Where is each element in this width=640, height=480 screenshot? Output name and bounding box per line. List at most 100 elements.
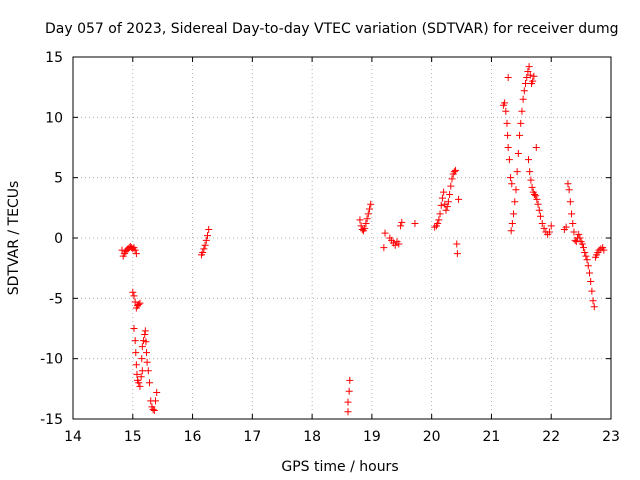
data-point xyxy=(391,241,399,249)
data-point xyxy=(364,210,372,218)
data-point xyxy=(538,220,546,228)
x-tick-label: 17 xyxy=(243,429,261,445)
y-tick-label: 0 xyxy=(54,231,63,247)
data-point xyxy=(519,95,527,103)
data-point xyxy=(199,248,207,256)
data-point xyxy=(444,198,452,206)
data-point xyxy=(130,325,138,332)
tick-labels: 14 15 16 17 18 19 20 21 22 23 -15 -10 -5 0 5 10 15 xyxy=(40,50,620,445)
data-point xyxy=(590,303,598,311)
data-point xyxy=(562,223,570,231)
data-point xyxy=(450,168,458,176)
data-point xyxy=(535,206,543,214)
data-point xyxy=(600,246,608,254)
data-point xyxy=(580,244,588,252)
data-point xyxy=(585,269,593,277)
data-point xyxy=(149,405,157,413)
data-point xyxy=(205,226,213,234)
data-point xyxy=(597,245,605,253)
y-tick-label: 15 xyxy=(45,50,63,66)
data-point xyxy=(204,232,211,240)
x-tick-label: 21 xyxy=(483,429,501,445)
data-point xyxy=(514,150,522,158)
data-point xyxy=(136,382,144,390)
data-point xyxy=(442,206,450,214)
data-point xyxy=(435,216,443,224)
data-point xyxy=(447,182,455,190)
data-point xyxy=(345,387,353,395)
data-point xyxy=(505,156,513,164)
data-point xyxy=(138,343,146,351)
data-point xyxy=(525,63,533,71)
data-point xyxy=(452,166,460,174)
data-point xyxy=(144,367,152,375)
data-point xyxy=(436,210,444,218)
data-point xyxy=(437,201,445,209)
data-point xyxy=(455,195,463,203)
data-point xyxy=(569,220,577,228)
data-point xyxy=(578,240,586,248)
data-point xyxy=(533,195,541,203)
axis-ticks xyxy=(72,56,612,420)
data-point xyxy=(131,246,139,254)
x-tick-label: 16 xyxy=(184,429,202,445)
data-point xyxy=(365,205,373,213)
data-point xyxy=(570,228,578,236)
data-point xyxy=(438,194,446,202)
data-point xyxy=(588,287,596,295)
data-point xyxy=(540,224,548,232)
data-point xyxy=(440,188,448,196)
data-point xyxy=(361,224,369,232)
data-point xyxy=(367,200,375,208)
data-point xyxy=(443,203,451,211)
data-point xyxy=(411,220,419,228)
data-point xyxy=(565,186,573,194)
data-point xyxy=(362,220,370,228)
data-point xyxy=(507,227,515,235)
data-point xyxy=(201,241,209,249)
data-point xyxy=(564,180,572,188)
data-point xyxy=(510,210,518,218)
y-tick-label: -5 xyxy=(49,291,63,307)
data-point xyxy=(518,107,526,115)
data-point xyxy=(143,358,151,366)
data-point xyxy=(151,397,159,405)
data-point xyxy=(153,388,161,396)
data-point xyxy=(141,331,149,339)
data-point xyxy=(524,67,532,75)
data-point xyxy=(532,144,540,151)
data-point xyxy=(129,288,137,296)
data-point xyxy=(356,216,364,224)
data-point xyxy=(143,349,151,357)
data-point xyxy=(132,361,140,369)
data-point xyxy=(141,327,149,335)
y-tick-label: -15 xyxy=(40,412,63,428)
x-tick-label: 14 xyxy=(64,429,82,445)
data-point xyxy=(150,407,158,415)
y-tick-label: -10 xyxy=(40,352,63,368)
data-point xyxy=(357,222,365,230)
data-point xyxy=(501,99,509,107)
data-point xyxy=(575,230,583,238)
data-point xyxy=(525,156,533,164)
data-point xyxy=(530,72,538,80)
data-point xyxy=(545,228,553,236)
data-point xyxy=(504,131,512,139)
plot-frame xyxy=(72,56,612,420)
data-point xyxy=(446,191,454,199)
data-point xyxy=(587,277,595,285)
data-point xyxy=(138,355,146,363)
data-point xyxy=(398,218,406,226)
data-point xyxy=(508,220,516,228)
data-point xyxy=(589,297,597,305)
data-point xyxy=(534,200,542,208)
data-point xyxy=(397,222,405,230)
data-point xyxy=(453,240,461,248)
data-point xyxy=(532,192,540,200)
x-tick-label: 15 xyxy=(124,429,142,445)
y-tick-label: 5 xyxy=(54,171,63,187)
data-point xyxy=(146,379,154,387)
data-point xyxy=(132,349,140,357)
data-point xyxy=(504,74,512,82)
data-point xyxy=(138,367,146,375)
